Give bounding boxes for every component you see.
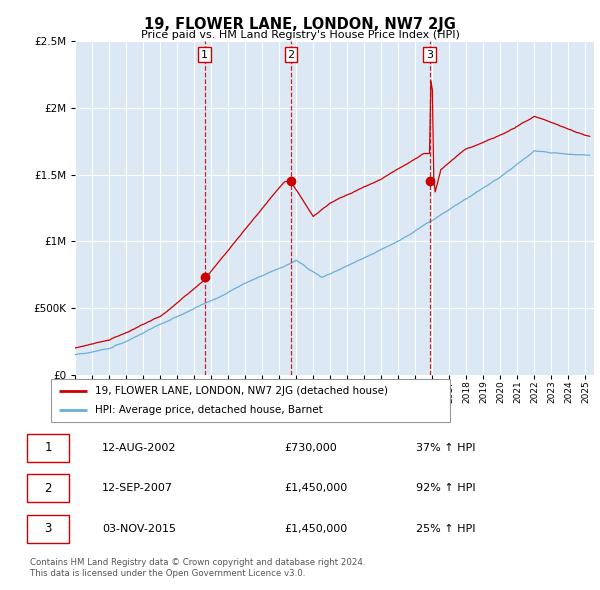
Text: 1: 1 <box>44 441 52 454</box>
Text: 3: 3 <box>44 522 52 535</box>
FancyBboxPatch shape <box>27 434 68 461</box>
FancyBboxPatch shape <box>27 474 68 502</box>
Text: 25% ↑ HPI: 25% ↑ HPI <box>416 524 476 534</box>
Text: 2: 2 <box>44 481 52 495</box>
Text: HPI: Average price, detached house, Barnet: HPI: Average price, detached house, Barn… <box>95 405 323 415</box>
FancyBboxPatch shape <box>27 515 68 543</box>
Text: £1,450,000: £1,450,000 <box>284 524 347 534</box>
Text: 2: 2 <box>287 50 295 60</box>
FancyBboxPatch shape <box>51 379 450 422</box>
Text: 03-NOV-2015: 03-NOV-2015 <box>102 524 176 534</box>
Text: 12-SEP-2007: 12-SEP-2007 <box>102 483 173 493</box>
Text: 12-AUG-2002: 12-AUG-2002 <box>102 442 176 453</box>
Text: Price paid vs. HM Land Registry's House Price Index (HPI): Price paid vs. HM Land Registry's House … <box>140 30 460 40</box>
Text: £730,000: £730,000 <box>284 442 337 453</box>
Text: Contains HM Land Registry data © Crown copyright and database right 2024.
This d: Contains HM Land Registry data © Crown c… <box>30 558 365 578</box>
Text: 92% ↑ HPI: 92% ↑ HPI <box>416 483 476 493</box>
Text: 3: 3 <box>426 50 433 60</box>
Text: 19, FLOWER LANE, LONDON, NW7 2JG: 19, FLOWER LANE, LONDON, NW7 2JG <box>144 17 456 31</box>
Text: 37% ↑ HPI: 37% ↑ HPI <box>416 442 476 453</box>
Text: 19, FLOWER LANE, LONDON, NW7 2JG (detached house): 19, FLOWER LANE, LONDON, NW7 2JG (detach… <box>95 386 388 396</box>
Text: 1: 1 <box>201 50 208 60</box>
Text: £1,450,000: £1,450,000 <box>284 483 347 493</box>
